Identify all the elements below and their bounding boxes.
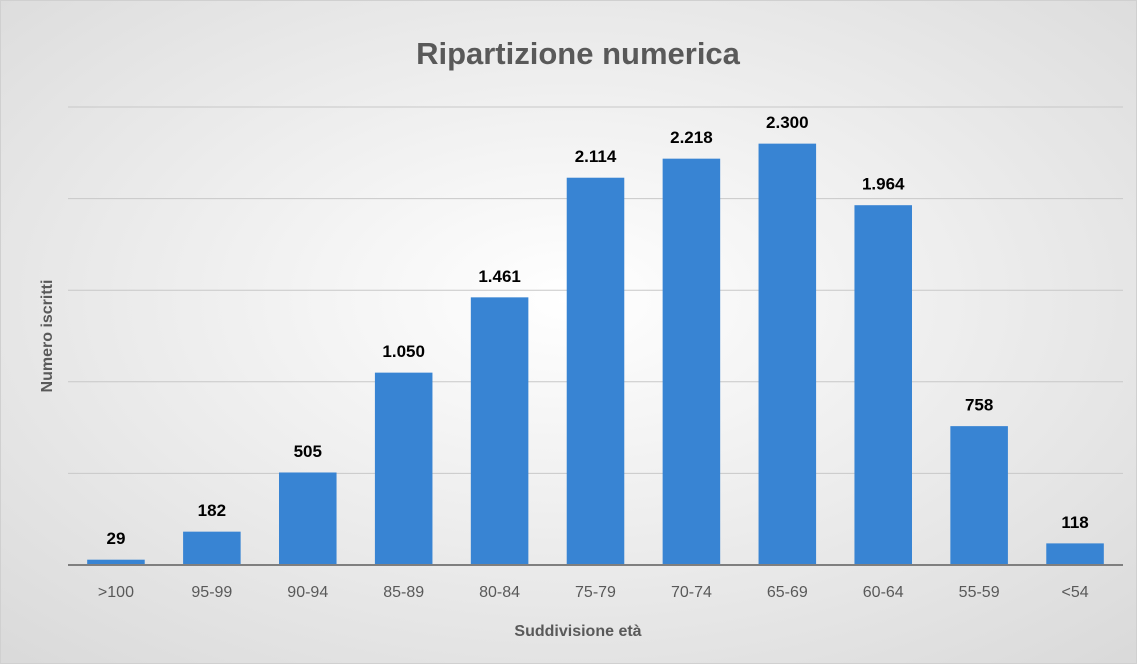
x-tick-label: >100 — [98, 584, 134, 601]
x-tick-label: 55-59 — [959, 584, 1000, 601]
x-tick-label: 70-74 — [671, 584, 712, 601]
data-label: 505 — [294, 442, 322, 461]
data-label: 1.964 — [862, 175, 905, 194]
data-label: 2.114 — [575, 147, 617, 166]
x-tick-label: 85-89 — [383, 584, 424, 601]
data-label: 2.218 — [670, 128, 713, 147]
x-axis-label: Suddivisione età — [514, 623, 641, 640]
bar — [662, 158, 721, 565]
y-axis-label: Numero iscritti — [39, 280, 56, 393]
bar — [854, 205, 912, 566]
bar — [950, 426, 1008, 565]
x-tick-label: 95-99 — [191, 584, 232, 601]
x-tick-label: 90-94 — [287, 584, 328, 601]
bar — [1046, 543, 1104, 565]
bar — [470, 297, 529, 565]
x-tick-label: 80-84 — [479, 584, 520, 601]
data-label: 118 — [1061, 513, 1088, 532]
data-label: 1.050 — [382, 342, 425, 361]
x-tick-label: 75-79 — [575, 584, 616, 601]
data-label: 1.461 — [478, 267, 521, 286]
data-label: 182 — [198, 501, 226, 520]
x-tick-label: <54 — [1061, 584, 1088, 601]
bar — [566, 177, 625, 565]
bar — [279, 472, 337, 565]
x-tick-label: 65-69 — [767, 584, 808, 601]
bar — [758, 143, 817, 565]
data-label: 29 — [106, 529, 125, 548]
data-label: 758 — [965, 396, 993, 415]
data-label: 2.300 — [766, 113, 809, 132]
bar — [183, 531, 241, 565]
x-tick-label: 60-64 — [863, 584, 904, 601]
chart-title: Ripartizione numerica — [416, 36, 741, 71]
bar — [87, 559, 145, 565]
bar — [374, 372, 433, 565]
